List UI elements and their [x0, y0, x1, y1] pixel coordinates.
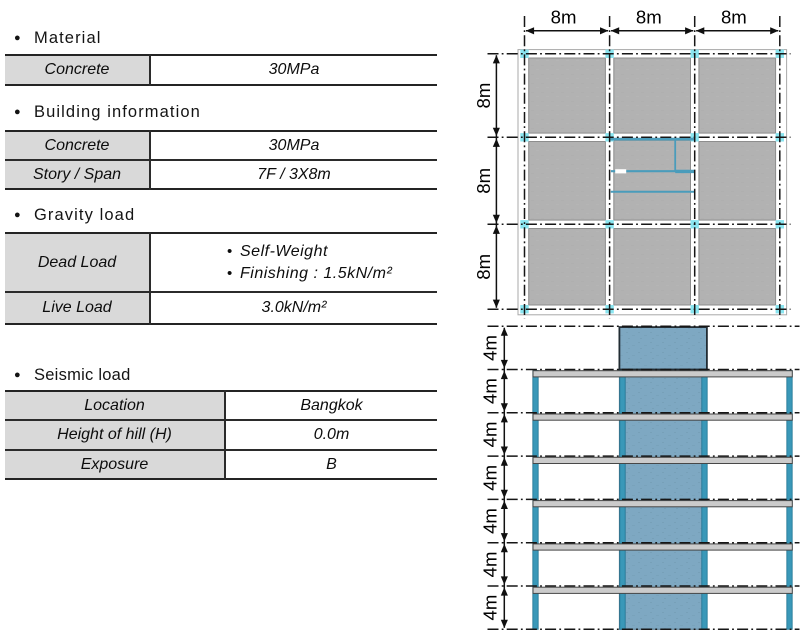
svg-text:4m: 4m [480, 551, 501, 577]
svg-text:4m: 4m [480, 508, 501, 534]
svg-text:8m: 8m [721, 7, 747, 28]
svg-text:8m: 8m [636, 7, 662, 28]
svg-text:4m: 4m [480, 465, 501, 491]
svg-text:8m: 8m [473, 254, 494, 280]
svg-text:8m: 8m [473, 83, 494, 109]
svg-text:4m: 4m [480, 595, 501, 621]
svg-text:4m: 4m [480, 421, 501, 447]
svg-text:8m: 8m [473, 168, 494, 194]
svg-text:4m: 4m [480, 378, 501, 404]
svg-text:8m: 8m [551, 7, 577, 28]
svg-text:4m: 4m [480, 335, 501, 361]
